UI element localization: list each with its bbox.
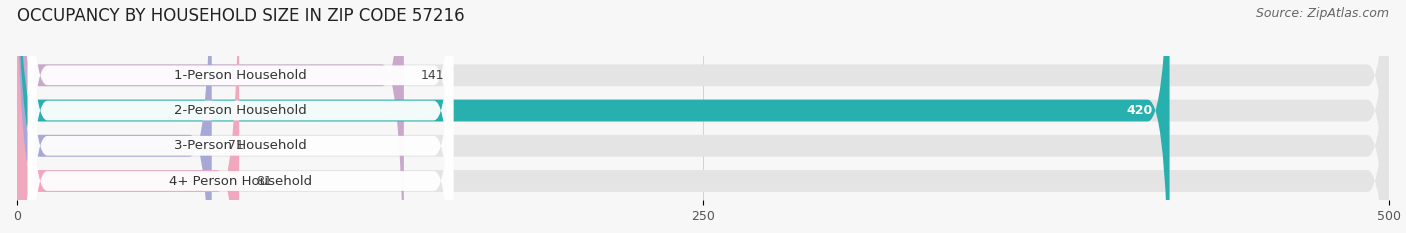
- FancyBboxPatch shape: [17, 0, 404, 233]
- Text: Source: ZipAtlas.com: Source: ZipAtlas.com: [1256, 7, 1389, 20]
- FancyBboxPatch shape: [17, 0, 1389, 233]
- Text: OCCUPANCY BY HOUSEHOLD SIZE IN ZIP CODE 57216: OCCUPANCY BY HOUSEHOLD SIZE IN ZIP CODE …: [17, 7, 464, 25]
- FancyBboxPatch shape: [17, 0, 1170, 233]
- Text: 71: 71: [228, 139, 245, 152]
- Text: 81: 81: [256, 175, 271, 188]
- FancyBboxPatch shape: [28, 0, 453, 233]
- Text: 420: 420: [1126, 104, 1153, 117]
- Text: 2-Person Household: 2-Person Household: [174, 104, 307, 117]
- Text: 4+ Person Household: 4+ Person Household: [169, 175, 312, 188]
- FancyBboxPatch shape: [17, 0, 1389, 233]
- FancyBboxPatch shape: [28, 0, 453, 233]
- FancyBboxPatch shape: [17, 0, 1389, 233]
- Text: 3-Person Household: 3-Person Household: [174, 139, 307, 152]
- FancyBboxPatch shape: [28, 0, 453, 233]
- Text: 1-Person Household: 1-Person Household: [174, 69, 307, 82]
- Text: 141: 141: [420, 69, 444, 82]
- FancyBboxPatch shape: [17, 0, 239, 233]
- FancyBboxPatch shape: [28, 0, 453, 233]
- FancyBboxPatch shape: [17, 0, 1389, 233]
- FancyBboxPatch shape: [17, 0, 212, 233]
